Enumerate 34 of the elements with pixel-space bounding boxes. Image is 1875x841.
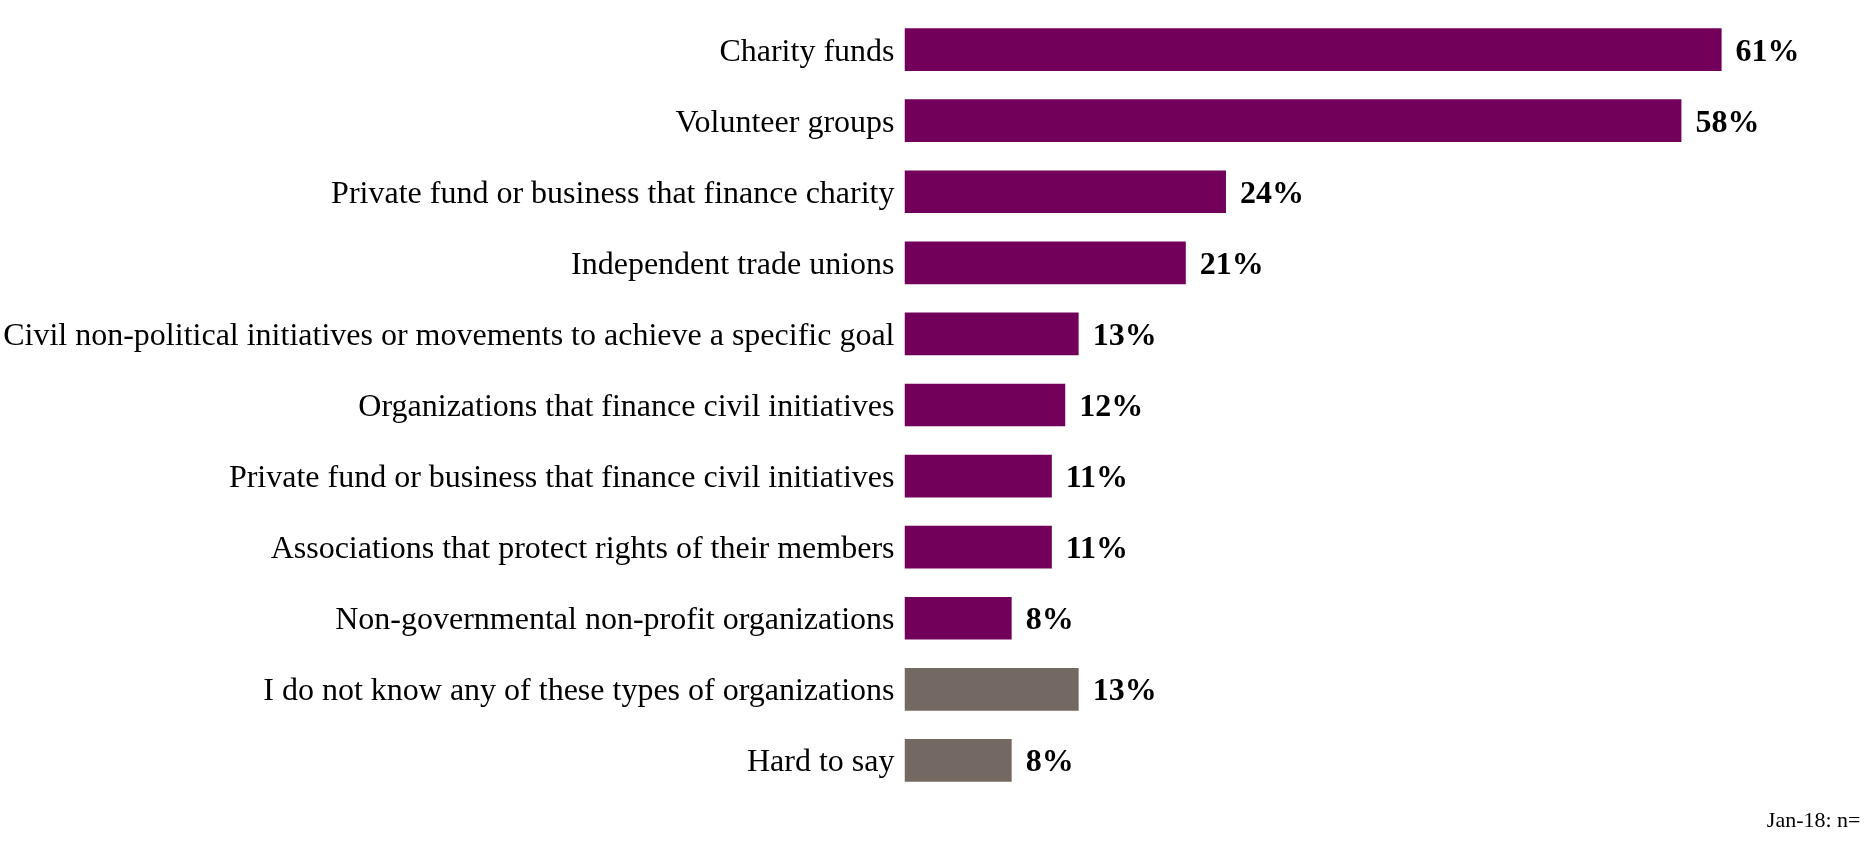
data-label: 8%: [1025, 742, 1074, 779]
bar: [904, 170, 1226, 214]
bar: [904, 525, 1052, 569]
data-label: 61%: [1735, 31, 1800, 68]
data-label: 12%: [1079, 387, 1144, 423]
data-label: 24%: [1239, 173, 1304, 210]
bar: [904, 454, 1052, 498]
y-tick-label: Private fund or business that finance civil initiatives: [228, 458, 895, 495]
y-tick-label: Volunteer groups: [675, 102, 895, 139]
y-tick-label: Organizations that finance civil initiatives: [358, 387, 895, 423]
bar: [904, 28, 1722, 71]
bar: [904, 241, 1186, 285]
bar: [904, 596, 1012, 640]
bar: [904, 312, 1079, 356]
y-tick-label: Non-governmental non-profit organizations: [335, 600, 895, 637]
data-label: 11%: [1065, 529, 1129, 566]
bar: [904, 739, 1012, 782]
text: Jan-18: n=: [1766, 806, 1861, 832]
y-tick-label: Associations that protect rights of their members: [270, 529, 895, 566]
y-tick-label: Charity funds: [719, 31, 895, 68]
y-tick-label: Hard to say: [746, 742, 895, 779]
bar: [904, 668, 1079, 711]
data-label: 21%: [1199, 244, 1264, 281]
y-tick-label: Independent trade unions: [571, 244, 895, 281]
data-label: 13%: [1092, 315, 1157, 352]
bar: [904, 383, 1066, 427]
y-tick-label: I do not know any of these types of organizations: [263, 671, 895, 708]
data-label: 8%: [1025, 600, 1074, 637]
data-label: 13%: [1092, 671, 1157, 708]
data-label: 11%: [1065, 458, 1129, 495]
y-tick-label: Private fund or business that finance charity: [331, 173, 895, 210]
bar: [904, 99, 1682, 142]
y-tick-label: Civil non-political initiatives or movements to achieve a specific goal: [3, 315, 895, 352]
data-label: 58%: [1695, 102, 1760, 139]
